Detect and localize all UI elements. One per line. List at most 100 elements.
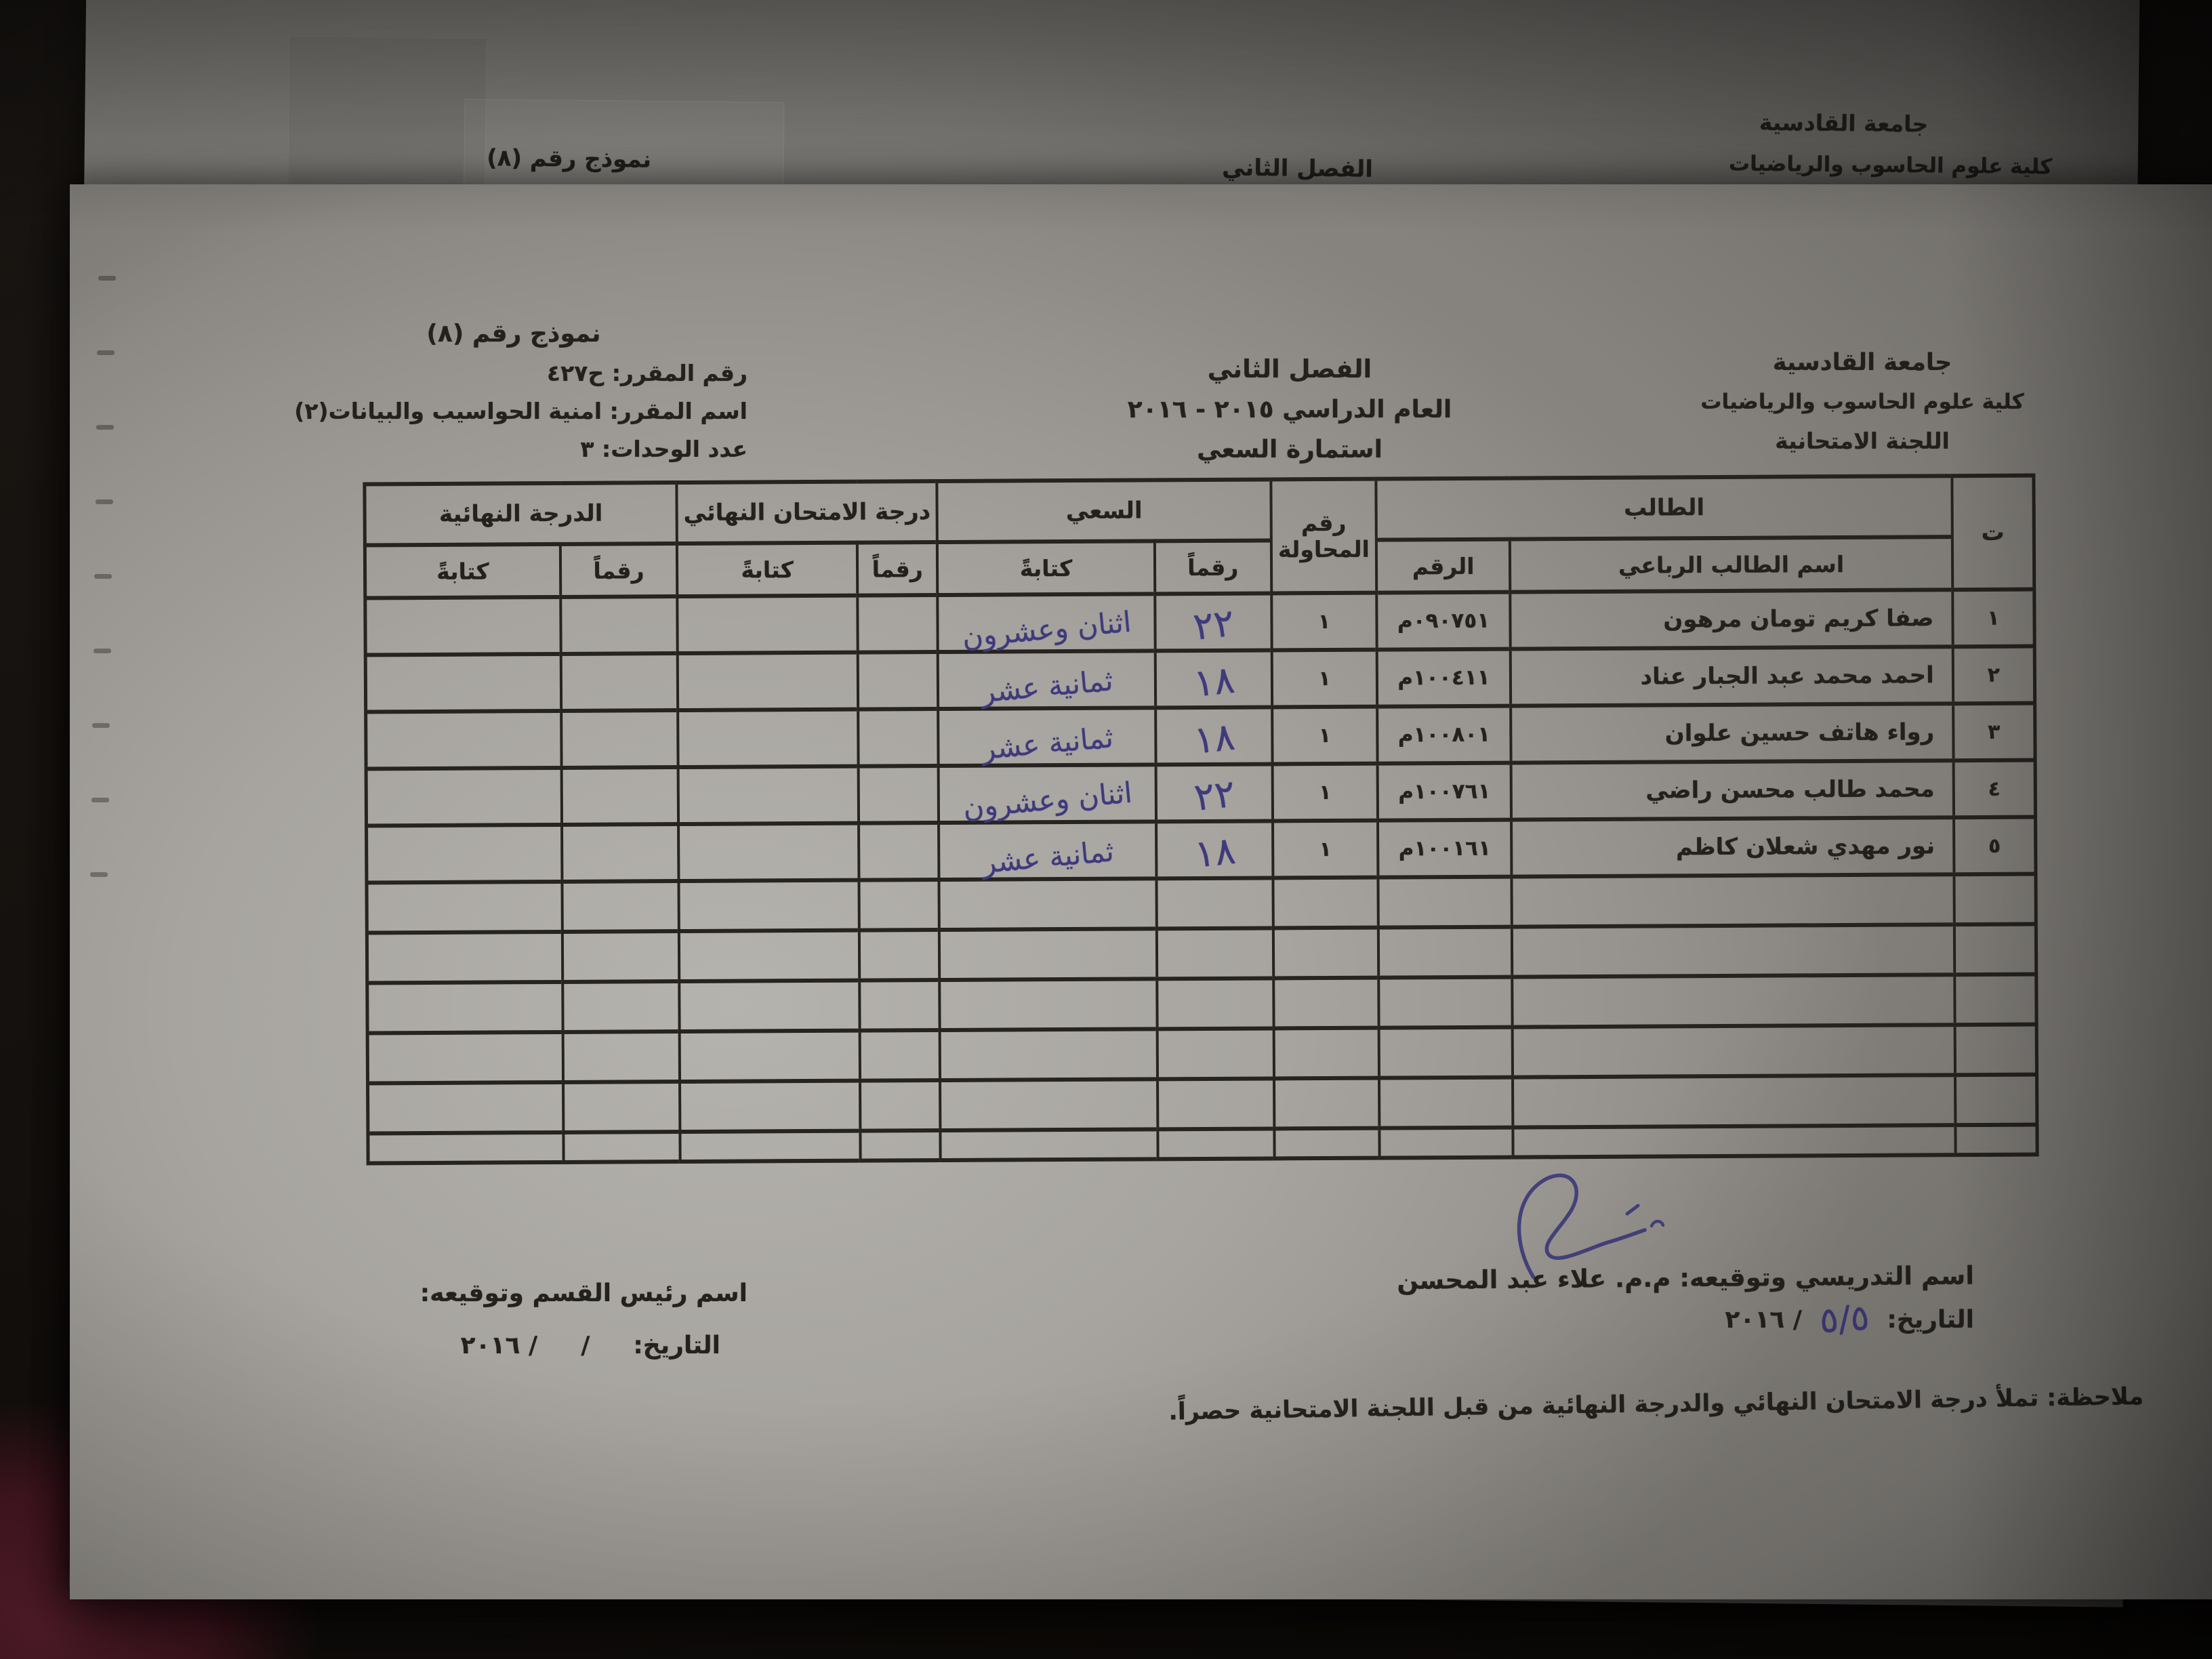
coursework-grade-written: اثنان وعشرون xyxy=(962,775,1134,825)
academic-year: العام الدراسي ٢٠١٥ - ٢٠١٦ xyxy=(1127,396,1452,424)
empty-cell xyxy=(1378,977,1513,1028)
date-label: التاريخ: xyxy=(633,1332,720,1359)
empty-cell xyxy=(1155,878,1273,929)
empty-cell xyxy=(1379,1127,1513,1158)
empty-cell xyxy=(1156,978,1274,1029)
university-name: جامعة القادسية xyxy=(1772,349,1952,376)
empty-row xyxy=(366,874,2036,933)
student-row: ٢ احمد محمد عبد الجبار عناد ١٠٠٤١١م ١ ١٨… xyxy=(365,646,2035,712)
col-coursework-numeric: رقماً xyxy=(1154,540,1272,594)
exam-grade-written-cell xyxy=(678,709,859,768)
row-seq: ٥ xyxy=(1953,817,2036,875)
col-final-numeric: رقماً xyxy=(560,544,678,597)
col-student-name: اسم الطالب الرباعي xyxy=(1509,537,1953,592)
empty-cell xyxy=(1954,974,2037,1025)
final-grade-written-cell xyxy=(366,824,562,883)
empty-cell xyxy=(1157,1078,1275,1130)
student-row: ١ صفا كريم تومان مرهون ٠٩٠٧٥١م ١ ٢٢ اثنا… xyxy=(365,589,2035,655)
exam-grade-written-cell xyxy=(678,823,859,882)
student-name: صفا كريم تومان مرهون xyxy=(1510,590,1953,649)
empty-cell xyxy=(1954,874,2036,925)
empty-cell xyxy=(1378,1027,1513,1078)
empty-cell xyxy=(859,980,940,1031)
margin-mark xyxy=(92,723,110,728)
teacher-date-line: التاريخ: ٥/٥ / ٢٠١٦ xyxy=(1561,1298,1974,1342)
coursework-grade-written: ثمانية عشر xyxy=(980,720,1115,766)
coursework-grade-written: اثنان وعشرون xyxy=(960,605,1133,654)
empty-cell xyxy=(939,979,1158,1031)
institution-block: جامعة القادسية كلية علوم الحاسوب والرياض… xyxy=(1649,349,2076,468)
date-slash: / xyxy=(581,1332,590,1359)
empty-cell xyxy=(1511,874,1954,927)
student-id: ١٠٠٤١١م xyxy=(1376,649,1511,707)
date-label: التاريخ: xyxy=(1887,1305,1974,1334)
attempt-number: ١ xyxy=(1271,592,1377,651)
exam-grade-written-cell xyxy=(677,652,859,711)
empty-cell xyxy=(1954,1024,2037,1076)
semester-title: الفصل الثاني xyxy=(1207,354,1372,384)
empty-cell xyxy=(367,1082,564,1134)
empty-cell xyxy=(679,1030,861,1082)
empty-cell xyxy=(680,1080,861,1132)
empty-cell xyxy=(680,1130,861,1162)
empty-cell xyxy=(1513,1125,1956,1158)
exam-committee: اللجنة الامتحانية xyxy=(1775,428,1950,454)
course-name: اسم المقرر: امنية الحواسيب والبيانات(٢) xyxy=(294,398,747,424)
attempt-number: ١ xyxy=(1272,820,1378,878)
student-id: ١٠٠٨٠١م xyxy=(1377,705,1511,764)
empty-cell xyxy=(1954,924,2036,975)
empty-cell xyxy=(1157,1028,1274,1080)
empty-row xyxy=(367,1074,2037,1134)
table-header-sub: اسم الطالب الرباعي الرقم رقماً كتابةً رق… xyxy=(365,537,2034,598)
col-seq: ت xyxy=(1952,475,2034,590)
empty-cell xyxy=(1512,1025,1955,1078)
col-final-exam-group: درجة الامتحان النهائي xyxy=(676,481,938,544)
col-attempt: رقم المحاولة xyxy=(1271,478,1377,594)
col-final-grade-group: الدرجة النهائية xyxy=(364,483,677,546)
empty-row xyxy=(367,1024,2037,1084)
student-row: ٣ رواء هاتف حسين علوان ١٠٠٨٠١م ١ ١٨ ثمان… xyxy=(365,703,2036,769)
exam-grade-numeric-cell xyxy=(857,595,939,653)
empty-cell xyxy=(1273,1078,1380,1129)
col-exam-written: كتابةً xyxy=(676,542,858,597)
margin-mark xyxy=(96,499,113,504)
date-year: / ٢٠١٦ xyxy=(460,1332,538,1359)
exam-grade-numeric-cell xyxy=(858,766,939,823)
empty-cell xyxy=(367,981,563,1033)
coursework-grade-numeric: ١٨ xyxy=(1191,828,1237,877)
final-grade-written-cell xyxy=(365,653,561,712)
col-final-written: كتابةً xyxy=(365,544,560,598)
col-student-id: الرقم xyxy=(1376,539,1511,593)
attempt-number: ١ xyxy=(1272,763,1378,821)
empty-cell xyxy=(367,931,562,983)
grades-table: ت الطالب رقم المحاولة السعي درجة الامتحا… xyxy=(363,473,2039,1166)
student-id: ٠٩٠٧٥١م xyxy=(1376,592,1511,650)
course-number: رقم المقرر: ح٤٢٧ xyxy=(547,360,747,386)
margin-mark xyxy=(90,872,108,877)
attempt-number: ١ xyxy=(1271,649,1378,708)
empty-cell xyxy=(940,1129,1158,1161)
coursework-grade-numeric: ١٨ xyxy=(1191,714,1237,763)
empty-cell xyxy=(367,1031,563,1084)
margin-mark xyxy=(91,798,109,802)
row-seq: ٢ xyxy=(1952,646,2035,704)
empty-cell xyxy=(562,931,680,982)
row-seq: ٣ xyxy=(1952,703,2036,761)
col-coursework-group: السعي xyxy=(937,479,1271,543)
empty-cell xyxy=(940,1079,1158,1131)
empty-cell xyxy=(860,1130,941,1161)
exam-grade-numeric-cell xyxy=(859,823,939,880)
empty-cell xyxy=(1273,877,1378,928)
empty-cell xyxy=(859,1030,941,1081)
empty-cell xyxy=(366,881,562,933)
exam-grade-written-cell xyxy=(678,766,859,825)
form-number: نموذج رقم (٨) xyxy=(426,320,601,348)
form-title: استمارة السعي xyxy=(1197,436,1382,464)
student-name: نور مهدي شعلان كاظم xyxy=(1511,817,1954,877)
teacher-signature xyxy=(1507,1169,1669,1287)
back-college: كلية علوم الحاسوب والرياضيات xyxy=(1728,151,2053,180)
empty-cell xyxy=(562,881,679,932)
front-sheet: نموذج رقم (٨) رقم المقرر: ح٤٢٧ اسم المقر… xyxy=(70,184,2212,1599)
student-id: ١٠٠٧٦١م xyxy=(1377,762,1512,821)
coursework-grade-written: ثمانية عشر xyxy=(979,663,1115,709)
